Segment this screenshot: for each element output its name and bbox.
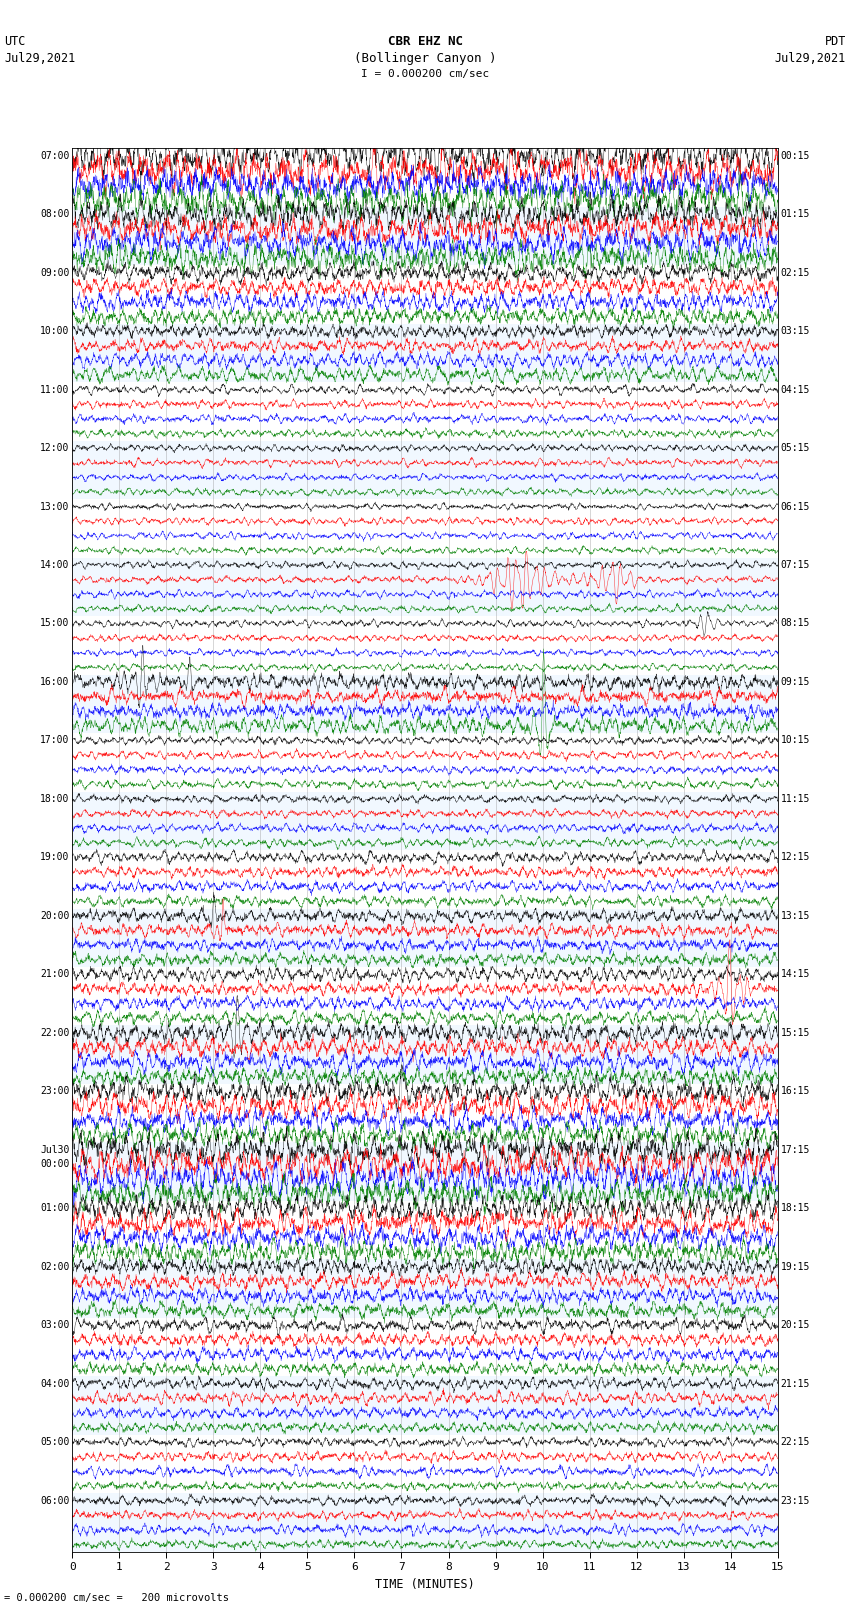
X-axis label: TIME (MINUTES): TIME (MINUTES)	[375, 1578, 475, 1590]
Text: Jul29,2021: Jul29,2021	[774, 52, 846, 65]
Bar	[72, 792, 778, 850]
Text: = 0.000200 cm/sec =   200 microvolts: = 0.000200 cm/sec = 200 microvolts	[4, 1594, 230, 1603]
Text: PDT: PDT	[824, 35, 846, 48]
Text: CBR EHZ NC: CBR EHZ NC	[388, 35, 462, 48]
Bar	[72, 1260, 778, 1318]
Bar	[72, 206, 778, 266]
Bar	[72, 558, 778, 616]
Text: I = 0.000200 cm/sec: I = 0.000200 cm/sec	[361, 69, 489, 79]
Bar	[72, 1142, 778, 1202]
Bar	[72, 324, 778, 382]
Text: UTC: UTC	[4, 35, 26, 48]
Bar	[72, 1376, 778, 1436]
Text: (Bollinger Canyon ): (Bollinger Canyon )	[354, 52, 496, 65]
Bar	[72, 1494, 778, 1552]
Bar	[72, 908, 778, 968]
Bar	[72, 440, 778, 500]
Bar	[72, 1026, 778, 1084]
Bar	[72, 674, 778, 734]
Text: Jul29,2021: Jul29,2021	[4, 52, 76, 65]
